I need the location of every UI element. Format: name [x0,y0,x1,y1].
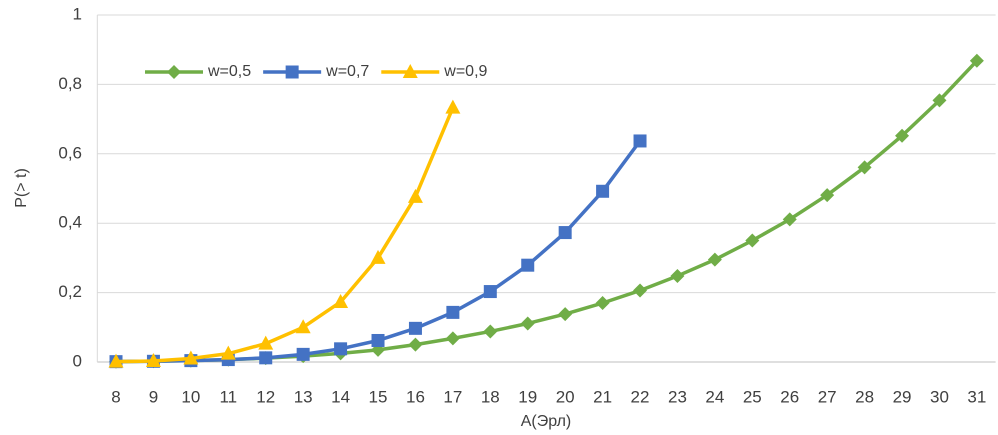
y-tick-label: 0 [73,351,82,370]
x-tick-label: 9 [149,387,158,406]
data-point [782,212,797,227]
data-point [285,65,299,79]
x-tick-label: 30 [930,387,949,406]
x-tick-label: 23 [668,387,687,406]
x-tick-label: 29 [893,387,912,406]
x-tick-label: 14 [331,387,350,406]
data-point [895,128,910,143]
data-point [145,352,161,367]
x-tick-label: 19 [518,387,537,406]
data-point [445,331,460,346]
y-tick-label: 0,6 [58,143,82,162]
data-point [932,93,947,108]
data-point [820,188,835,203]
x-tick-label: 26 [780,387,799,406]
data-point [446,305,460,319]
data-point [167,65,181,79]
x-tick-label: 25 [743,387,762,406]
data-point [408,321,422,335]
data-point [558,307,573,322]
x-tick-label: 21 [593,387,612,406]
y-tick-label: 1 [73,4,82,23]
data-point [108,353,124,368]
x-tick-label: 24 [705,387,724,406]
y-tick-label: 0,4 [58,213,82,232]
data-point [520,316,535,331]
data-point [707,252,722,267]
data-point [633,283,648,298]
x-tick-label: 20 [556,387,575,406]
x-tick-label: 31 [967,387,986,406]
x-tick-label: 11 [219,387,237,406]
x-tick-label: 10 [181,387,200,406]
x-tick-label: 22 [631,387,650,406]
data-point [483,285,497,299]
data-point [407,188,423,203]
data-point [259,351,273,365]
data-point [408,337,423,352]
data-point [521,258,535,272]
data-point [370,249,386,264]
data-point [371,333,385,347]
data-point [220,345,236,360]
data-point [334,342,348,356]
x-axis-title: A(Эрл) [521,413,572,430]
data-point [745,233,760,248]
legend-label: w=0,9 [443,63,487,80]
x-tick-label: 28 [855,387,874,406]
data-point [296,347,310,361]
x-tick-label: 27 [818,387,837,406]
data-point [558,226,572,240]
data-point [969,53,984,68]
data-point [596,184,610,198]
series-line [115,106,455,364]
x-tick-label: 17 [443,387,462,406]
legend-label: w=0,5 [207,63,251,80]
y-axis-title: P(> t) [13,168,30,208]
x-tick-label: 16 [406,387,425,406]
x-tick-label: 13 [294,387,313,406]
data-point [258,335,274,350]
data-point [402,64,418,78]
y-tick-label: 0,8 [58,74,82,93]
data-point [183,350,199,365]
x-tick-label: 15 [369,387,388,406]
series-line [115,59,979,364]
x-tick-label: 12 [256,387,275,406]
data-point [670,268,685,283]
data-point [445,99,461,114]
data-point [333,293,349,308]
data-point [595,296,610,311]
data-point [483,324,498,339]
y-tick-label: 0,2 [58,282,82,301]
legend-label: w=0,7 [325,63,369,80]
x-tick-label: 18 [481,387,500,406]
x-tick-label: 8 [111,387,120,406]
data-point [295,319,311,334]
data-point [633,134,647,148]
data-point [857,160,872,175]
